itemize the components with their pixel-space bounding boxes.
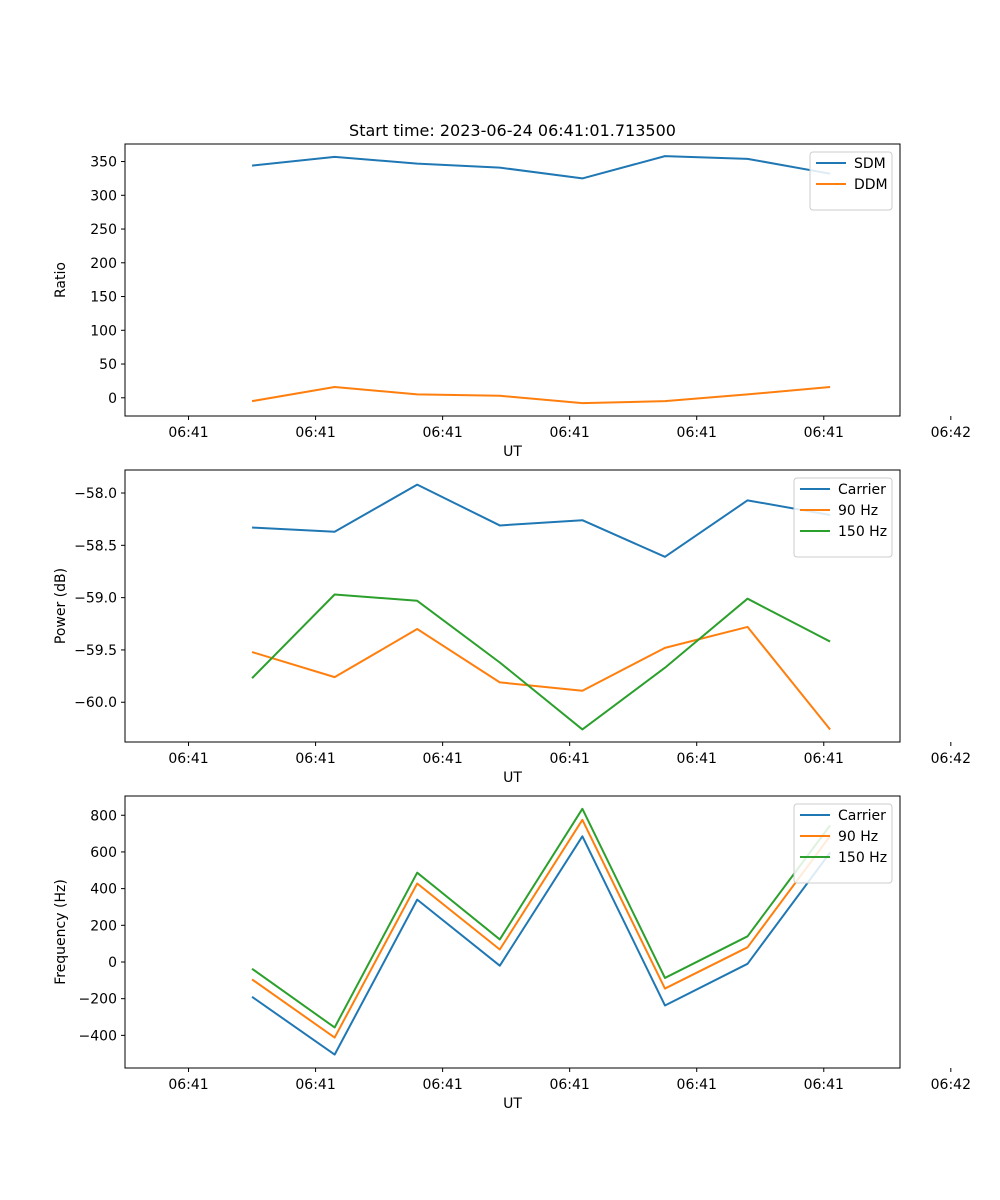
y-tick-label: 800: [90, 808, 117, 824]
axes-frame: [124, 143, 901, 417]
x-tick-label: 06:41: [804, 1077, 844, 1093]
series-line-ddm: [251, 385, 831, 405]
y-tick-label: 200: [90, 918, 117, 934]
series-line-150-hz: [251, 593, 831, 731]
x-tick-label: 06:41: [549, 751, 589, 767]
series-line-150-hz: [251, 807, 831, 1029]
chart-panel-1: 0 50 100 150 200 250 300 350 06:41 06:41 06:41 06:4…: [53, 143, 971, 460]
x-tick-label: 06:41: [168, 1077, 208, 1093]
legend-label: 150 Hz: [838, 524, 887, 540]
chart-panel-2: −60.0 −59.5 −59.0 −58.5 −58.0 06:41 06:41 06:41…: [53, 469, 971, 786]
figure-title: Start time: 2023-06-24 06:41:01.713500: [349, 121, 676, 140]
x-tick-label: 06:41: [677, 425, 717, 441]
y-axis-label: Frequency (Hz): [53, 879, 69, 985]
x-tick-label: 06:41: [677, 1077, 717, 1093]
series-line-90-hz: [251, 818, 831, 1039]
y-tick-label: −59.5: [74, 643, 117, 659]
series-line-carrier: [251, 483, 831, 558]
x-tick-label: 06:41: [804, 751, 844, 767]
y-axis-label: Power (dB): [53, 568, 69, 644]
legend-label: 90 Hz: [838, 829, 878, 845]
y-tick-label: 600: [90, 845, 117, 861]
y-tick-label: 200: [90, 256, 117, 272]
series-line-sdm: [251, 155, 831, 180]
x-tick-label: 06:41: [422, 1077, 462, 1093]
x-tick-label: 06:42: [931, 751, 971, 767]
y-tick-label: 100: [90, 323, 117, 339]
x-tick-label: 06:41: [295, 425, 335, 441]
x-axis-label: UT: [503, 1096, 522, 1112]
legend-label: DDM: [854, 177, 888, 193]
y-tick-label: −60.0: [74, 695, 117, 711]
axes-frame: [124, 469, 901, 743]
x-tick-label: 06:41: [677, 751, 717, 767]
x-tick-label: 06:41: [804, 425, 844, 441]
series-line-carrier: [251, 835, 831, 1056]
legend-label: 150 Hz: [838, 850, 887, 866]
x-tick-label: 06:41: [549, 425, 589, 441]
legend: Carrier 90 Hz 150 Hz: [793, 477, 893, 558]
y-tick-label: 50: [99, 357, 117, 373]
y-tick-label: −400: [79, 1028, 117, 1044]
legend-box: [793, 803, 893, 884]
y-tick-label: 250: [90, 222, 117, 238]
legend-label: Carrier: [838, 808, 886, 824]
series-line-90-hz: [251, 625, 831, 731]
x-tick-label: 06:42: [931, 1077, 971, 1093]
legend-label: SDM: [854, 156, 886, 172]
x-tick-label: 06:41: [549, 1077, 589, 1093]
x-tick-label: 06:41: [422, 425, 462, 441]
y-tick-label: 400: [90, 882, 117, 898]
x-axis-label: UT: [503, 770, 522, 786]
y-tick-label: −59.0: [74, 591, 117, 607]
x-tick-label: 06:41: [168, 425, 208, 441]
y-tick-label: 0: [108, 391, 117, 407]
legend-label: Carrier: [838, 482, 886, 498]
legend-box: [809, 151, 893, 211]
y-tick-label: 350: [90, 155, 117, 171]
chart-panel-3: −400 −200 0 200 400 600 800 06:41 06:41 06:41 06:4…: [53, 795, 971, 1112]
y-axis-label: Ratio: [53, 262, 69, 298]
y-tick-label: 300: [90, 188, 117, 204]
legend-label: 90 Hz: [838, 503, 878, 519]
x-tick-label: 06:42: [931, 425, 971, 441]
x-tick-label: 06:41: [422, 751, 462, 767]
y-tick-label: −58.0: [74, 486, 117, 502]
y-tick-label: −58.5: [74, 538, 117, 554]
x-tick-label: 06:41: [168, 751, 208, 767]
x-tick-label: 06:41: [295, 1077, 335, 1093]
legend: Carrier 90 Hz 150 Hz: [793, 803, 893, 884]
x-axis-label: UT: [503, 444, 522, 460]
y-tick-label: −200: [79, 992, 117, 1008]
axes-frame: [124, 795, 901, 1069]
y-tick-label: 0: [108, 955, 117, 971]
legend-box: [793, 477, 893, 558]
y-tick-label: 150: [90, 290, 117, 306]
x-tick-label: 06:41: [295, 751, 335, 767]
legend: SDM DDM: [809, 151, 893, 211]
